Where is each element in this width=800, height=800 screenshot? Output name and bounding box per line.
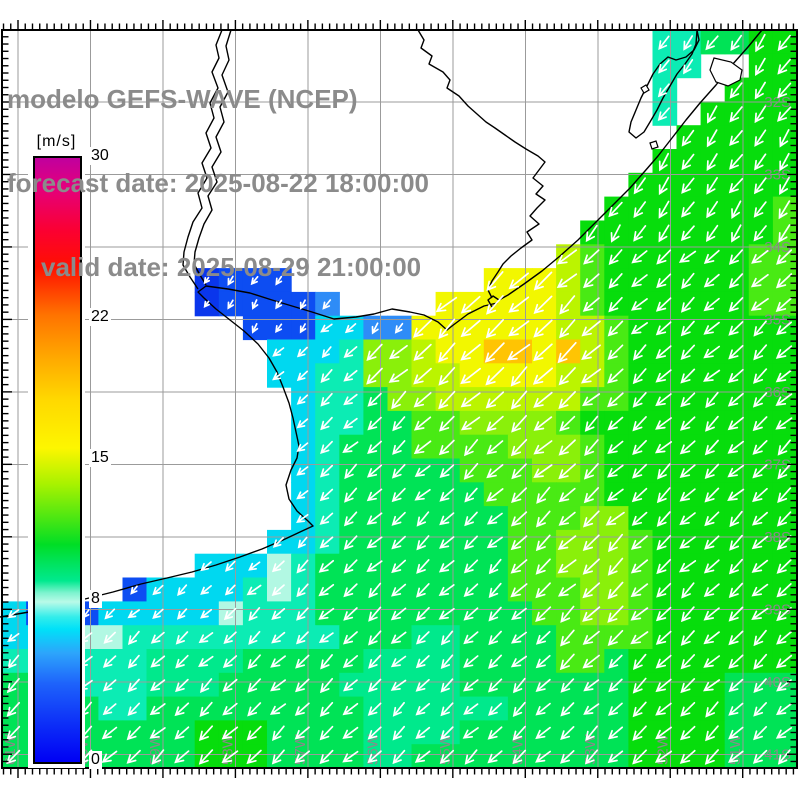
svg-text:32S: 32S xyxy=(764,94,791,111)
svg-text:58W: 58W xyxy=(220,733,237,765)
colorbar: [m/s] 30 22 15 8 0 xyxy=(28,130,111,769)
colorbar-gradient xyxy=(33,156,82,764)
wind-arrows-layer xyxy=(6,33,793,765)
svg-text:55W: 55W xyxy=(437,733,454,765)
svg-text:34S: 34S xyxy=(764,239,791,256)
svg-text:41S: 41S xyxy=(764,747,791,764)
svg-text:54W: 54W xyxy=(510,733,527,765)
graticule-layer xyxy=(2,30,797,768)
svg-text:56W: 56W xyxy=(365,733,382,765)
svg-text:59W: 59W xyxy=(147,733,164,765)
colorbar-unit-label: [m/s] xyxy=(36,133,77,150)
colorbar-tick-15: 15 xyxy=(89,449,111,467)
coastline-layer xyxy=(0,29,763,618)
svg-text:57W: 57W xyxy=(292,733,309,765)
colorbar-tick-0: 0 xyxy=(89,751,102,769)
svg-text:53W: 53W xyxy=(582,733,599,765)
svg-text:35S: 35S xyxy=(764,312,791,329)
map-frame-layer xyxy=(1,20,798,778)
svg-text:36S: 36S xyxy=(764,384,791,401)
svg-text:40S: 40S xyxy=(764,674,791,691)
svg-text:38S: 38S xyxy=(764,529,791,546)
colorbar-tick-8: 8 xyxy=(89,589,102,608)
svg-text:33S: 33S xyxy=(764,167,791,184)
axis-labels-layer: 32S33S34S35S36S37S38S39S40S41S61W60W59W5… xyxy=(2,94,791,765)
colorbar-tick-22: 22 xyxy=(89,308,111,327)
svg-text:39S: 39S xyxy=(764,602,791,619)
colorbar-tick-30: 30 xyxy=(89,147,111,165)
svg-text:61W: 61W xyxy=(2,733,19,765)
svg-text:37S: 37S xyxy=(764,457,791,474)
